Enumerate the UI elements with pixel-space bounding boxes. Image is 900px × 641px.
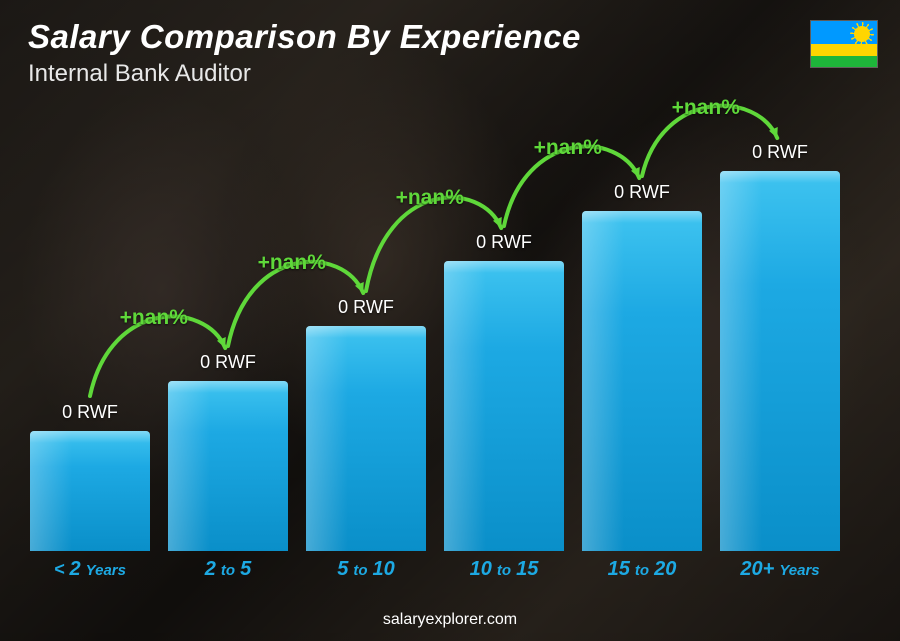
bar-chart: 0 RWF< 2 Years0 RWF2 to 50 RWF5 to 100 R… (30, 110, 840, 581)
country-flag-rwanda (810, 20, 878, 68)
footer-attribution: salaryexplorer.com (0, 611, 900, 629)
chart-subtitle: Internal Bank Auditor (28, 60, 251, 88)
growth-arrow-icon (30, 110, 840, 581)
pct-change-label: +nan% (672, 96, 740, 120)
flag-sun-icon (855, 27, 869, 41)
chart-title: Salary Comparison By Experience (28, 18, 581, 56)
